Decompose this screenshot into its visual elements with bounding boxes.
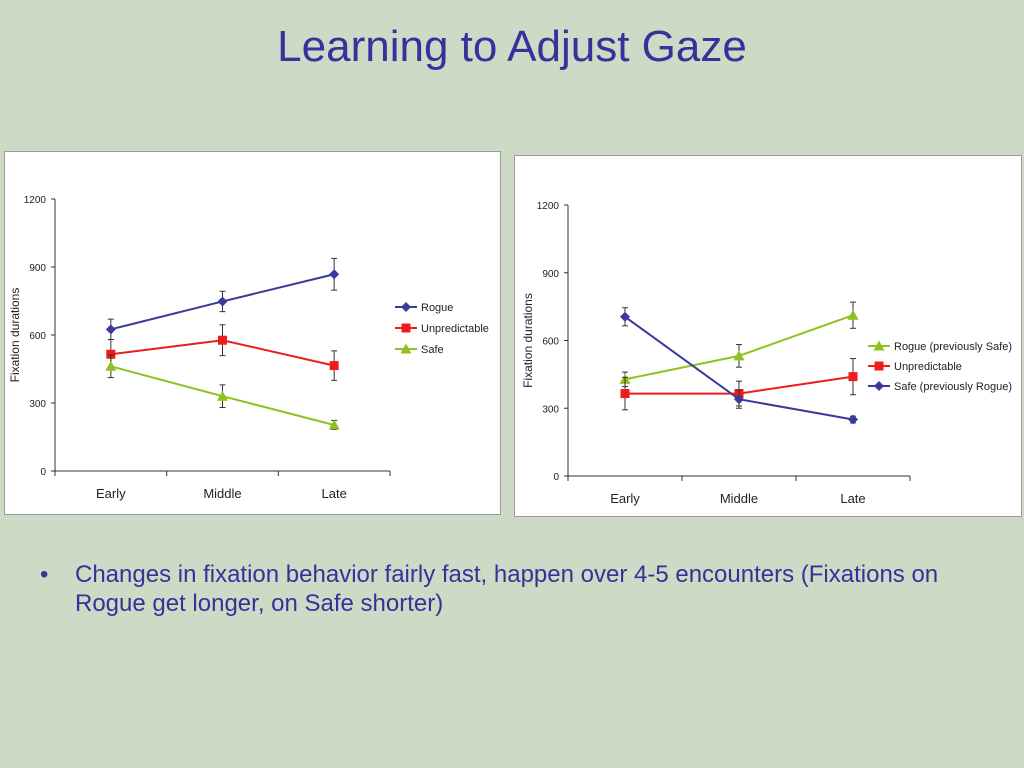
chart2-legend-marker bbox=[874, 361, 884, 371]
chart1-legend-label: Rogue bbox=[421, 302, 453, 314]
chart1-data-point bbox=[105, 360, 117, 371]
chart2-legend-label: Safe (previously Rogue) bbox=[894, 381, 1012, 393]
chart2-x-tick-label: Late bbox=[840, 491, 865, 506]
chart2-y-axis-label: Fixation durations bbox=[521, 293, 535, 388]
chart1-data-point bbox=[217, 296, 228, 307]
chart2-legend-marker bbox=[874, 381, 884, 391]
chart1-data-point bbox=[105, 324, 116, 335]
chart1-data-point bbox=[329, 269, 340, 280]
chart2-series-1 bbox=[619, 301, 859, 388]
chart2-data-point bbox=[848, 414, 858, 425]
chart2-legend-label: Unpredictable bbox=[894, 361, 962, 373]
chart1-y-tick-label: 0 bbox=[40, 467, 46, 478]
slide-title: Learning to Adjust Gaze bbox=[277, 22, 747, 71]
chart1-data-point bbox=[106, 349, 116, 359]
chart2-series-3 bbox=[620, 307, 858, 425]
chart2-legend-label: Rogue (previously Safe) bbox=[894, 341, 1012, 353]
chart1-x-tick-label: Late bbox=[322, 486, 347, 501]
chart1-series-2 bbox=[106, 324, 339, 381]
bullet-text: Changes in fixation behavior fairly fast… bbox=[75, 561, 939, 617]
chart2-data-point bbox=[847, 309, 859, 320]
chart2-legend-marker bbox=[873, 340, 885, 351]
chart1-data-point bbox=[328, 419, 340, 430]
chart2-y-tick-label: 900 bbox=[542, 269, 559, 280]
chart1-x-tick-label: Early bbox=[96, 486, 126, 501]
right-chart: 0 300 600 900 1200 Early Middle Late Fixation du… bbox=[521, 201, 1012, 506]
chart1-legend-marker bbox=[401, 302, 411, 312]
chart2-y-tick-label: 0 bbox=[553, 472, 559, 483]
chart1-y-axis-label: Fixation durations bbox=[8, 288, 22, 383]
chart1-y-tick-label: 300 bbox=[29, 399, 46, 410]
chart1-data-point bbox=[218, 335, 227, 345]
chart2-data-point bbox=[733, 350, 745, 361]
chart1-legend-label: Safe bbox=[421, 344, 444, 356]
chart2-x-tick-label: Middle bbox=[720, 491, 758, 506]
chart1-series-3 bbox=[105, 354, 340, 431]
chart1-data-point bbox=[217, 390, 228, 401]
bullet-marker: • bbox=[40, 561, 49, 588]
chart2-data-point bbox=[620, 389, 630, 399]
right-chart-panel: 0 300 600 900 1200 Early Middle Late Fixation du… bbox=[514, 155, 1022, 517]
chart1-y-tick-label: 1200 bbox=[24, 195, 47, 206]
chart2-x-tick-label: Early bbox=[610, 491, 640, 506]
chart2-y-tick-label: 1200 bbox=[537, 201, 560, 212]
left-chart: 0 300 600 900 1200 Early Middle Late Fixation du… bbox=[8, 195, 489, 501]
chart2-y-tick-label: 600 bbox=[542, 337, 559, 348]
chart1-series-1 bbox=[105, 257, 340, 341]
chart1-x-tick-label: Middle bbox=[203, 486, 241, 501]
chart2-data-point bbox=[848, 372, 858, 382]
chart2-data-point bbox=[734, 394, 744, 405]
chart1-data-point bbox=[329, 361, 339, 371]
chart1-legend-marker bbox=[401, 323, 411, 333]
chart1-y-tick-label: 600 bbox=[29, 331, 46, 342]
chart2-y-tick-label: 300 bbox=[542, 404, 559, 415]
left-chart-panel: 0 300 600 900 1200 Early Middle Late Fixation du… bbox=[4, 151, 501, 515]
chart2-data-point bbox=[620, 311, 630, 322]
chart1-legend-label: Unpredictable bbox=[421, 323, 489, 335]
chart1-legend-marker bbox=[400, 343, 412, 354]
chart1-y-tick-label: 900 bbox=[29, 263, 46, 274]
